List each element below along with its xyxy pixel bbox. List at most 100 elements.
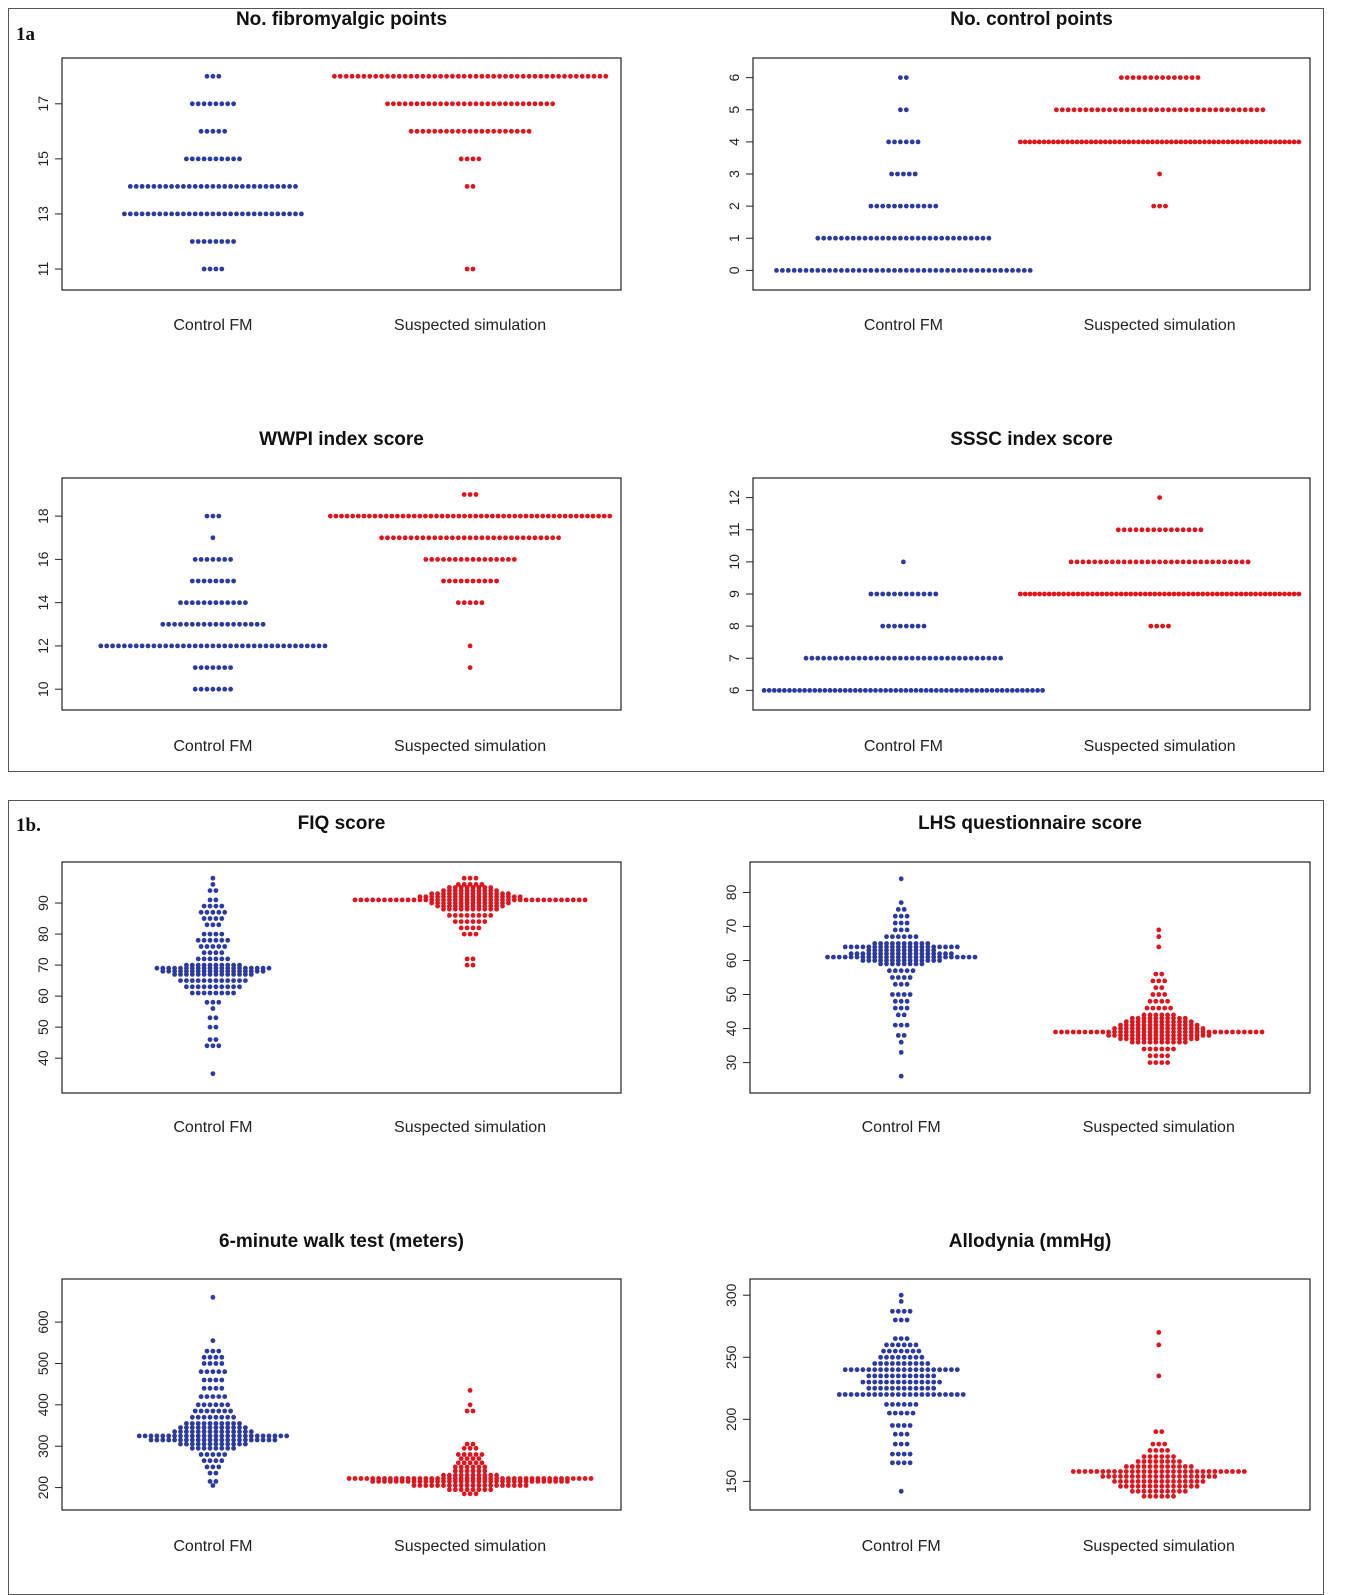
plot-frame <box>61 1278 622 1511</box>
y-tick-label: 10 <box>35 681 51 697</box>
data-point <box>452 1487 458 1493</box>
data-point <box>458 557 464 562</box>
data-point <box>856 235 862 241</box>
data-point <box>445 513 451 519</box>
data-point <box>986 268 992 273</box>
data-point <box>1150 139 1155 145</box>
data-point <box>1188 1033 1194 1038</box>
data-point <box>1159 1029 1165 1035</box>
data-point <box>1171 1459 1176 1464</box>
data-point <box>184 1429 189 1435</box>
data-point <box>470 913 476 918</box>
data-point <box>887 1348 892 1354</box>
data-point <box>411 513 417 519</box>
y-tick-label: 80 <box>723 884 739 900</box>
data-point <box>884 958 889 963</box>
data-point <box>1156 1373 1162 1379</box>
data-point <box>547 897 553 903</box>
data-point <box>219 1433 225 1439</box>
data-point <box>216 1369 222 1375</box>
data-point <box>154 1433 160 1439</box>
data-point <box>785 268 791 273</box>
data-point <box>1141 1474 1147 1479</box>
data-point <box>898 1488 904 1494</box>
data-point <box>219 1445 225 1451</box>
data-point <box>204 557 210 562</box>
data-point <box>573 73 579 79</box>
data-point <box>903 139 909 145</box>
data-point <box>1177 1026 1182 1031</box>
data-point <box>901 961 907 967</box>
data-point <box>367 73 373 79</box>
data-point <box>1153 1036 1159 1042</box>
data-point <box>195 578 201 584</box>
data-point <box>1147 1036 1153 1042</box>
data-point <box>441 1476 446 1481</box>
data-point <box>175 643 180 649</box>
data-point <box>833 655 838 661</box>
data-point <box>957 655 962 661</box>
data-point <box>842 1367 848 1373</box>
data-point <box>1159 1448 1165 1453</box>
data-point <box>467 128 473 134</box>
data-point <box>939 655 945 661</box>
data-point <box>201 984 207 990</box>
data-point <box>139 184 145 189</box>
data-point <box>848 944 854 950</box>
data-point <box>1147 1029 1153 1035</box>
data-point <box>919 1367 925 1373</box>
data-point <box>195 156 201 162</box>
data-point <box>476 925 482 931</box>
data-point <box>484 513 490 519</box>
data-point <box>438 535 443 541</box>
data-point <box>880 203 886 209</box>
data-point <box>1277 591 1283 597</box>
data-point <box>1159 1019 1165 1025</box>
data-point <box>1128 591 1134 597</box>
data-point <box>269 643 275 649</box>
data-point <box>954 1392 960 1397</box>
data-point <box>479 73 485 79</box>
data-point <box>895 907 901 912</box>
data-point <box>1115 559 1121 565</box>
data-point <box>909 268 915 273</box>
data-point <box>1147 1026 1153 1031</box>
data-point <box>1153 1060 1159 1065</box>
data-point <box>872 1367 878 1373</box>
data-point <box>1200 591 1206 597</box>
data-point <box>461 931 467 937</box>
data-point <box>913 951 919 957</box>
data-point <box>1165 1488 1170 1494</box>
data-point <box>216 73 222 79</box>
data-point <box>479 535 485 541</box>
data-point <box>1174 559 1180 565</box>
data-point <box>1127 527 1133 533</box>
data-point <box>1177 1029 1182 1035</box>
data-point <box>913 688 919 693</box>
data-point <box>949 951 954 957</box>
data-point <box>603 73 609 79</box>
data-point <box>461 101 467 107</box>
data-point <box>213 1414 219 1420</box>
data-point <box>219 990 225 996</box>
data-point <box>1147 1033 1153 1038</box>
data-point <box>907 944 913 950</box>
data-point <box>452 1468 458 1474</box>
data-point <box>207 956 213 962</box>
data-point <box>1086 559 1092 565</box>
data-point <box>886 655 891 661</box>
data-point <box>898 1050 904 1055</box>
data-point <box>266 1433 272 1439</box>
data-point <box>913 1379 919 1385</box>
data-point <box>827 655 832 661</box>
data-point <box>491 535 497 541</box>
data-point <box>169 643 175 649</box>
data-point <box>201 1437 207 1443</box>
data-point <box>234 643 239 649</box>
data-point <box>204 665 210 670</box>
data-point <box>184 984 189 990</box>
data-point <box>878 1373 883 1379</box>
data-point <box>895 1402 901 1407</box>
data-point <box>503 73 508 79</box>
data-point <box>225 600 231 606</box>
